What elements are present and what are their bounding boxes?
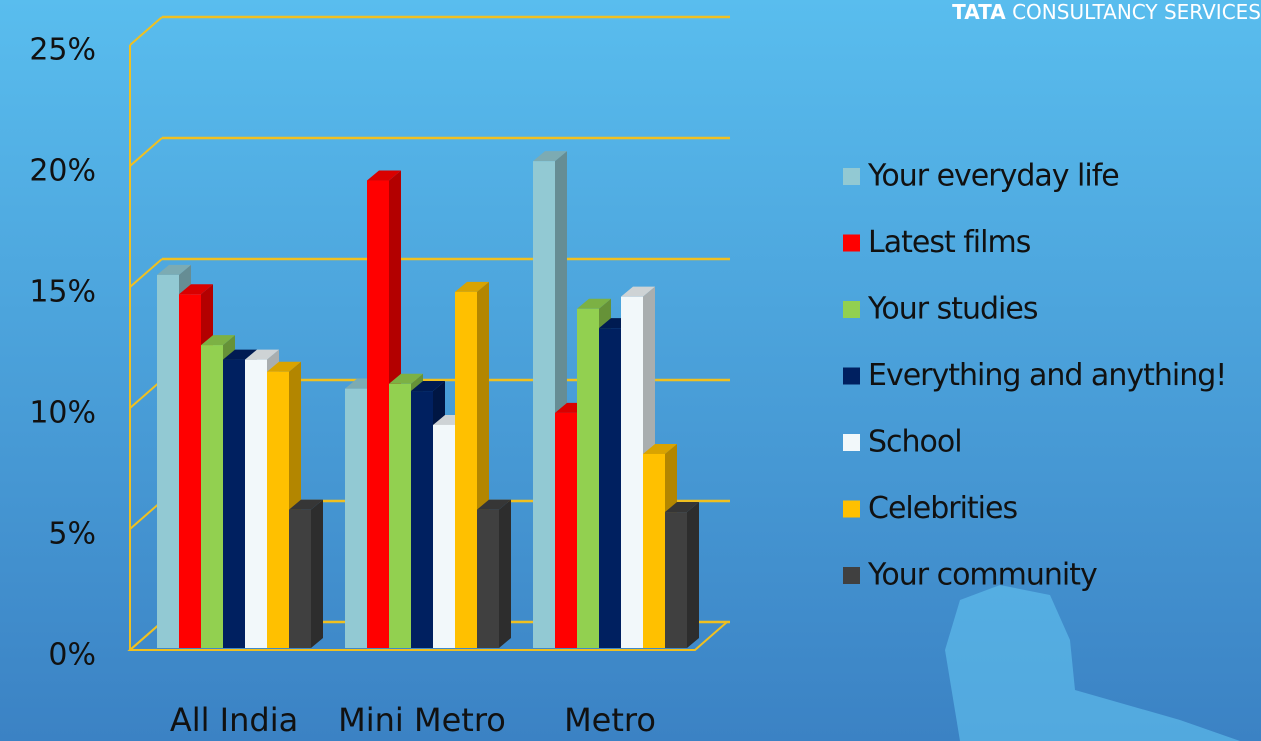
bar — [267, 372, 289, 648]
bar — [345, 389, 367, 648]
legend-swatch — [843, 301, 860, 318]
legend-label: Everything and anything! — [868, 358, 1226, 393]
bar — [289, 510, 311, 648]
y-tick-label: 10% — [29, 396, 96, 431]
y-tick-label: 15% — [29, 275, 96, 310]
bar — [665, 512, 687, 648]
bar — [245, 360, 267, 648]
y-tick-label: 25% — [29, 33, 96, 68]
legend-label: Your community — [867, 558, 1097, 593]
bar — [455, 292, 477, 648]
legend-swatch — [843, 235, 860, 252]
bar — [555, 413, 577, 648]
legend-label: Your everyday life — [867, 159, 1119, 194]
y-tick-label: 20% — [29, 154, 96, 189]
bar-side — [311, 500, 323, 648]
legend-label: Latest films — [868, 225, 1031, 260]
bar — [477, 510, 499, 648]
bar — [201, 345, 223, 648]
legend-label: Your studies — [867, 292, 1038, 327]
brand: TATA CONSULTANCY SERVICES — [952, 0, 1261, 24]
bar — [367, 181, 389, 648]
bar — [433, 425, 455, 648]
y-tick-label: 0% — [48, 638, 96, 673]
bar — [389, 384, 411, 648]
legend-swatch — [843, 501, 860, 518]
y-tick-label: 5% — [48, 517, 96, 552]
bar — [533, 161, 555, 648]
legend-label: School — [868, 425, 962, 460]
legend-swatch — [843, 368, 860, 385]
legend-swatch — [843, 434, 860, 451]
bar — [577, 309, 599, 648]
legend-swatch — [843, 168, 860, 185]
chart: TATA CONSULTANCY SERVICES 0% 5% 10% 15% 20% 2… — [0, 0, 1261, 741]
bar — [621, 297, 643, 648]
brand-mark: TATA — [952, 0, 1006, 24]
brand-name: CONSULTANCY SERVICES — [1012, 0, 1261, 24]
bar-side — [499, 500, 511, 648]
bar — [157, 275, 179, 648]
x-tick-label: All India — [170, 701, 298, 739]
x-tick-label: Metro — [564, 701, 656, 739]
bar — [411, 391, 433, 648]
x-tick-label: Mini Metro — [338, 701, 506, 739]
bar — [599, 328, 621, 648]
bar — [223, 360, 245, 648]
legend-swatch — [843, 567, 860, 584]
bar — [179, 294, 201, 648]
bar — [643, 454, 665, 648]
legend-label: Celebrities — [868, 491, 1017, 526]
bar-side — [687, 502, 699, 648]
